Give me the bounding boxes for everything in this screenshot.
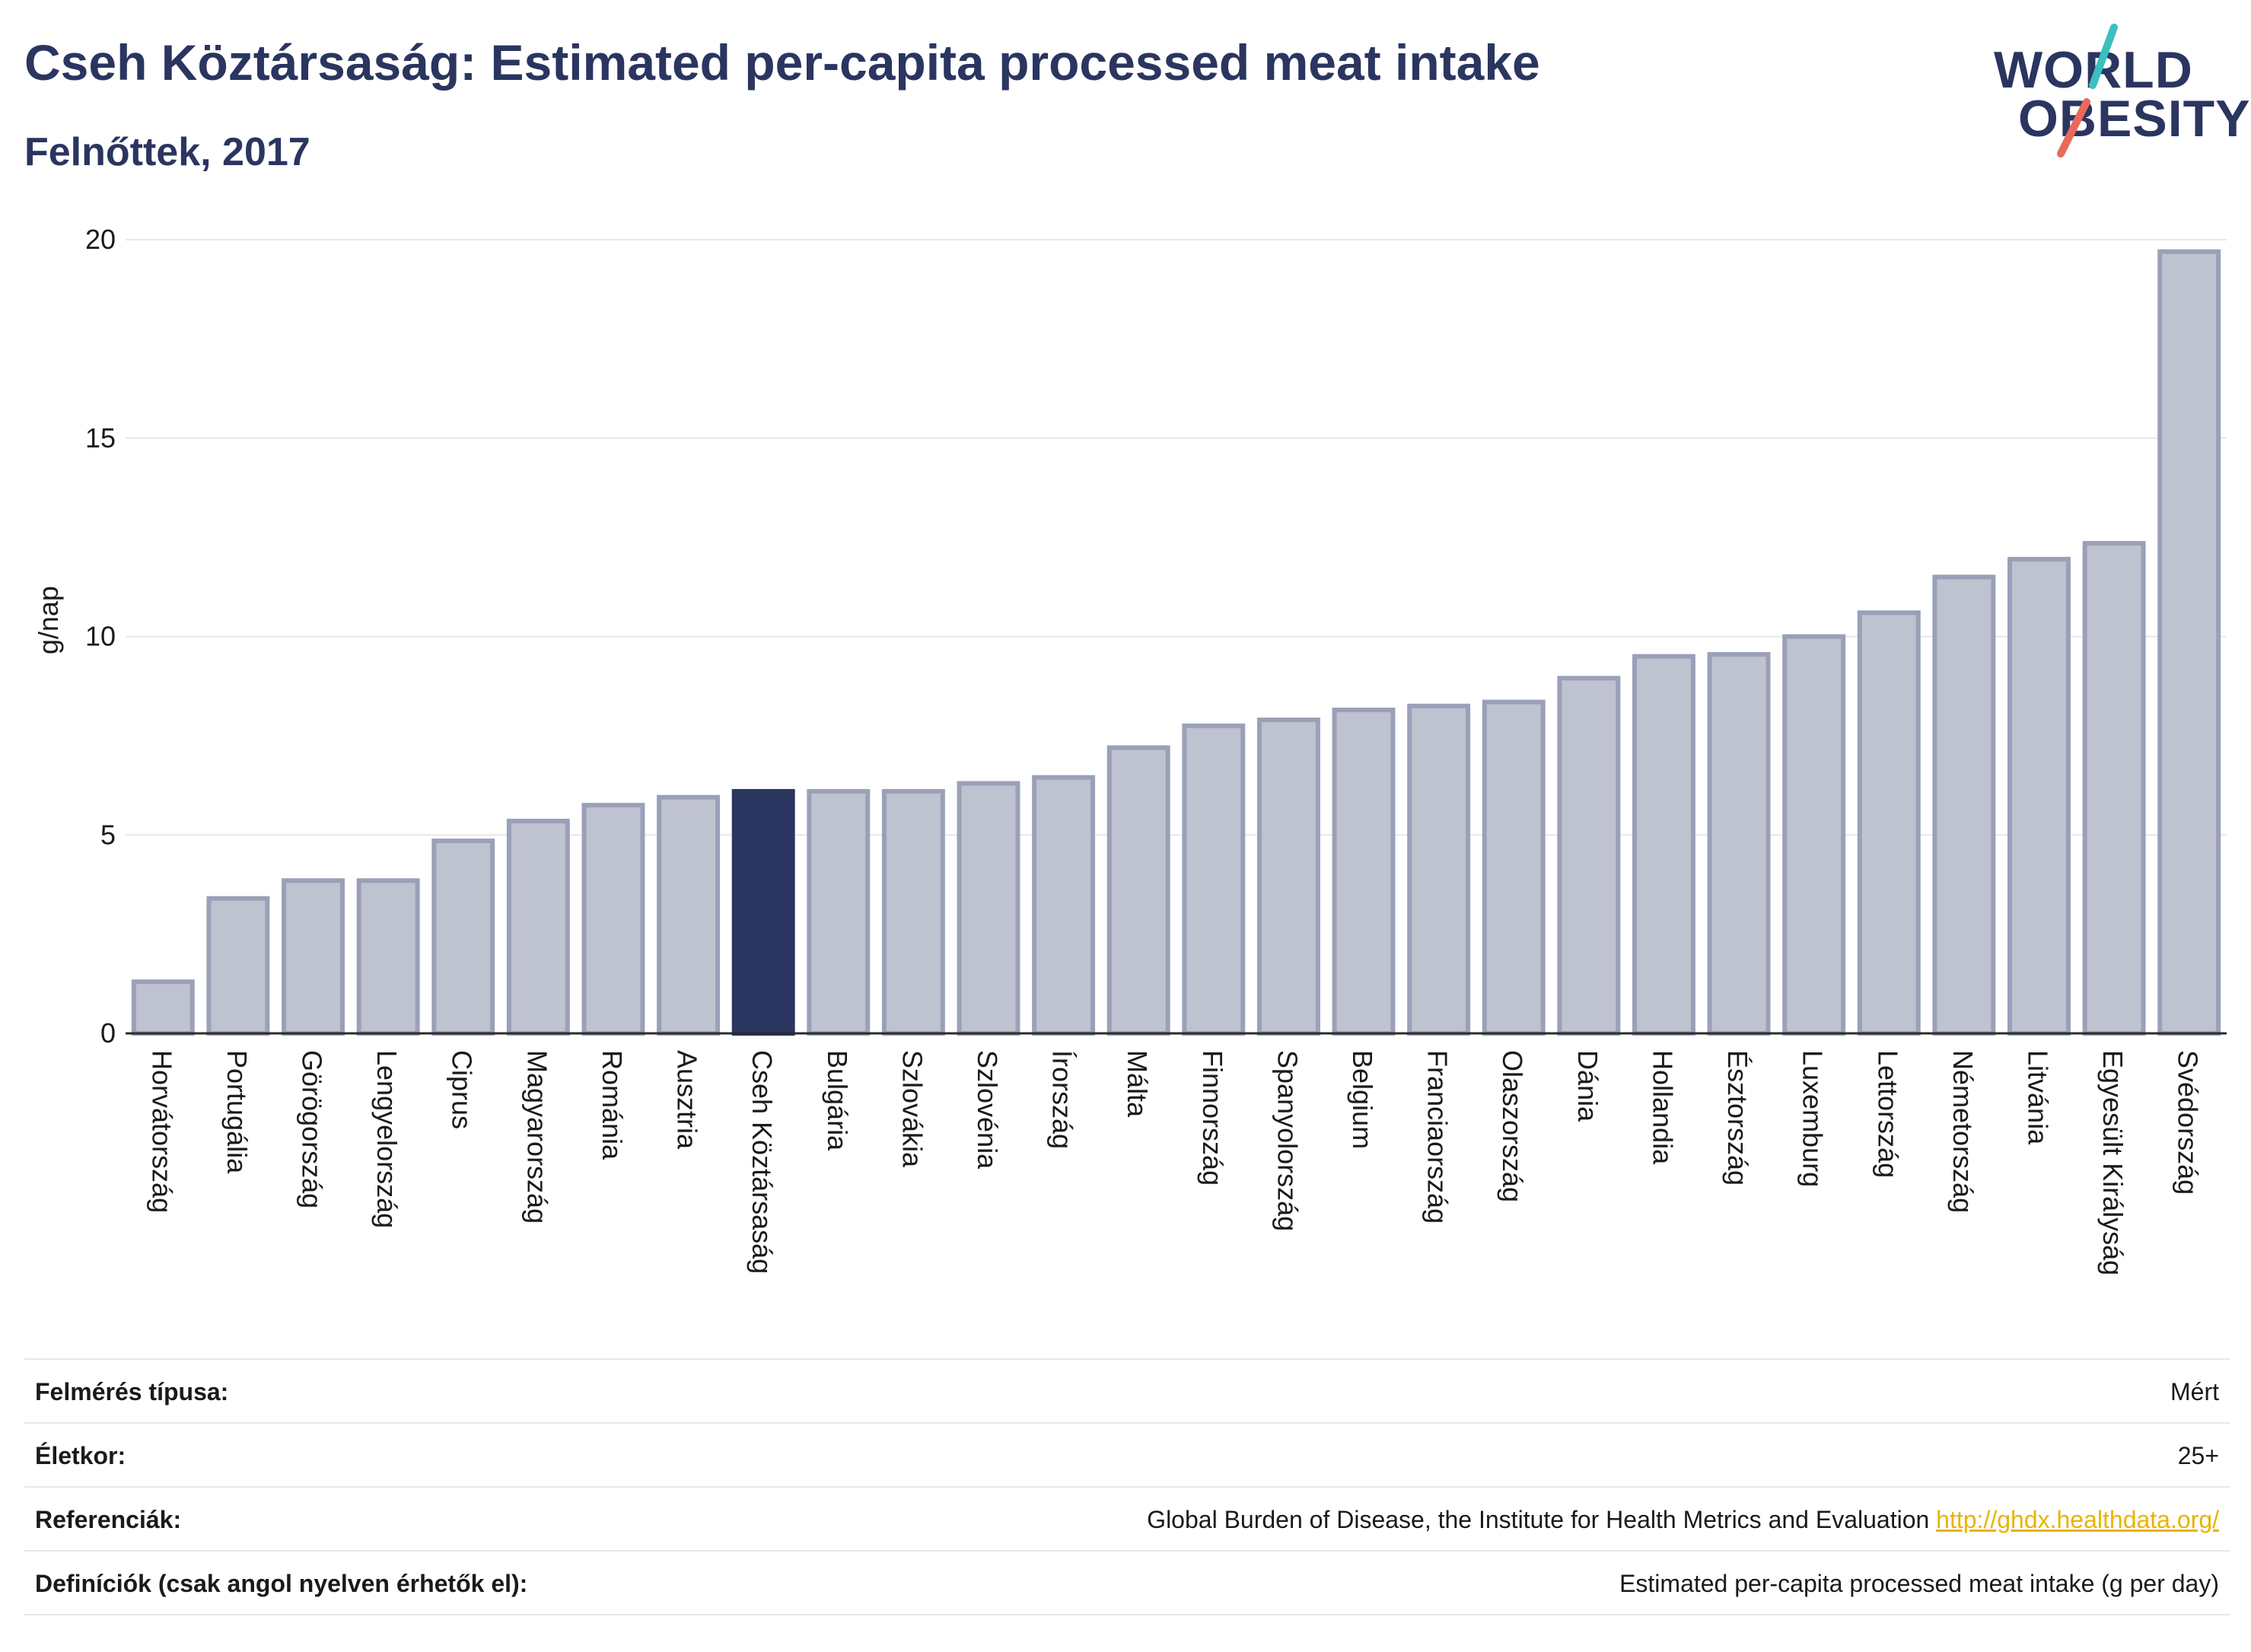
- bar-4[interactable]: [431, 839, 495, 1036]
- info-table: Felmérés típusa: Mért Életkor: 25+ Refer…: [24, 1358, 2230, 1615]
- bar-6[interactable]: [581, 803, 645, 1036]
- bar-7[interactable]: [657, 794, 721, 1036]
- bar-8[interactable]: [731, 788, 795, 1036]
- bar-0[interactable]: [131, 979, 195, 1036]
- bar-26[interactable]: [2082, 540, 2146, 1036]
- x-tick-label: Finnország: [1197, 1050, 1228, 1186]
- info-label: Definíciók (csak angol nyelven érhetők e…: [35, 1570, 528, 1597]
- world-obesity-logo: WORLD OBESITY: [1979, 23, 2250, 160]
- bar-13[interactable]: [1106, 745, 1170, 1036]
- x-tick-label: Málta: [1122, 1050, 1153, 1118]
- chart-title: Cseh Köztársaság: Estimated per-capita p…: [24, 34, 1540, 91]
- x-tick-label: Luxemburg: [1797, 1050, 1829, 1187]
- bar-3[interactable]: [356, 878, 420, 1036]
- x-tick-label: Olaszország: [1497, 1050, 1528, 1202]
- bar-17[interactable]: [1407, 703, 1471, 1036]
- bar-1[interactable]: [206, 896, 270, 1036]
- x-tick-label: Ausztria: [672, 1050, 703, 1150]
- x-tick-label: Szlovákia: [896, 1050, 928, 1168]
- bar-20[interactable]: [1632, 654, 1695, 1036]
- x-tick-label: Ciprus: [447, 1050, 478, 1129]
- x-tick-label: Litvánia: [2022, 1050, 2053, 1145]
- bar-9[interactable]: [807, 788, 871, 1036]
- bar-24[interactable]: [1932, 575, 1996, 1036]
- info-value: 25+: [2177, 1442, 2219, 1469]
- bar-18[interactable]: [1482, 699, 1546, 1036]
- y-tick-label: 15: [85, 422, 116, 454]
- y-tick-label: 10: [85, 621, 116, 652]
- y-tick-label: 20: [85, 224, 116, 255]
- info-row-age: Életkor: 25+: [24, 1422, 2230, 1486]
- bar-16[interactable]: [1332, 707, 1396, 1036]
- bar-25[interactable]: [2007, 556, 2071, 1036]
- y-axis-label: g/nap: [33, 586, 64, 654]
- bar-15[interactable]: [1256, 718, 1320, 1036]
- x-tick-label: Magyarország: [521, 1050, 552, 1224]
- bar-14[interactable]: [1182, 723, 1246, 1036]
- x-tick-label: Románia: [597, 1050, 628, 1160]
- y-tick-label: 0: [100, 1017, 116, 1049]
- x-tick-label: Szlovénia: [972, 1050, 1003, 1170]
- x-tick-label: Észtország: [1722, 1050, 1753, 1186]
- info-label: Referenciák:: [35, 1506, 182, 1533]
- x-tick-label: Svédország: [2173, 1050, 2204, 1195]
- info-value: Estimated per-capita processed meat inta…: [1619, 1570, 2219, 1597]
- x-tick-label: Portugália: [221, 1050, 253, 1174]
- x-tick-label: Németország: [1947, 1050, 1979, 1213]
- info-value: Global Burden of Disease, the Institute …: [1147, 1506, 2219, 1534]
- x-tick-label: Cseh Köztársaság: [747, 1050, 778, 1274]
- info-row-references: Referenciák: Global Burden of Disease, t…: [24, 1486, 2230, 1550]
- x-tick-label: Lengyelország: [371, 1050, 403, 1228]
- info-row-definitions: Definíciók (csak angol nyelven érhetők e…: [24, 1550, 2230, 1615]
- reference-text: Global Burden of Disease, the Institute …: [1147, 1506, 1930, 1533]
- bar-22[interactable]: [1782, 634, 1846, 1036]
- x-tick-label: Dánia: [1572, 1050, 1603, 1122]
- x-tick-label: Egyesült Királyság: [2097, 1050, 2128, 1275]
- y-tick-label: 5: [100, 819, 116, 850]
- x-tick-label: Lettország: [1872, 1050, 1903, 1178]
- bar-23[interactable]: [1857, 610, 1921, 1036]
- x-tick-label: Franciaország: [1422, 1050, 1453, 1224]
- reference-link[interactable]: http://ghdx.healthdata.org/: [1936, 1506, 2219, 1533]
- bar-5[interactable]: [506, 818, 570, 1036]
- bar-12[interactable]: [1032, 775, 1096, 1036]
- info-label: Felmérés típusa:: [35, 1378, 229, 1405]
- bar-21[interactable]: [1707, 651, 1771, 1036]
- info-value: Mért: [2170, 1378, 2219, 1405]
- x-tick-label: Horvátország: [146, 1050, 177, 1213]
- x-tick-label: Belgium: [1347, 1050, 1378, 1149]
- bar-10[interactable]: [881, 788, 945, 1036]
- bar-19[interactable]: [1557, 676, 1621, 1036]
- x-tick-label: Írország: [1047, 1050, 1078, 1149]
- bar-chart: Horvátország Portugália Görögország Lengyel…: [33, 224, 2227, 1275]
- bar-27[interactable]: [2157, 249, 2221, 1036]
- x-tick-label: Görögország: [297, 1050, 328, 1208]
- logo-text-obesity: OBESITY: [2018, 90, 2251, 148]
- bar-2[interactable]: [282, 878, 345, 1036]
- x-tick-label: Bulgária: [822, 1050, 853, 1151]
- info-label: Életkor:: [35, 1442, 126, 1469]
- info-row-survey-type: Felmérés típusa: Mért: [24, 1358, 2230, 1422]
- chart-subtitle: Felnőttek, 2017: [24, 130, 310, 174]
- logo-slash-icon: [2057, 24, 2118, 158]
- x-tick-label: Spanyolország: [1272, 1050, 1303, 1231]
- x-tick-label: Hollandia: [1647, 1050, 1678, 1165]
- bar-11[interactable]: [957, 781, 1020, 1036]
